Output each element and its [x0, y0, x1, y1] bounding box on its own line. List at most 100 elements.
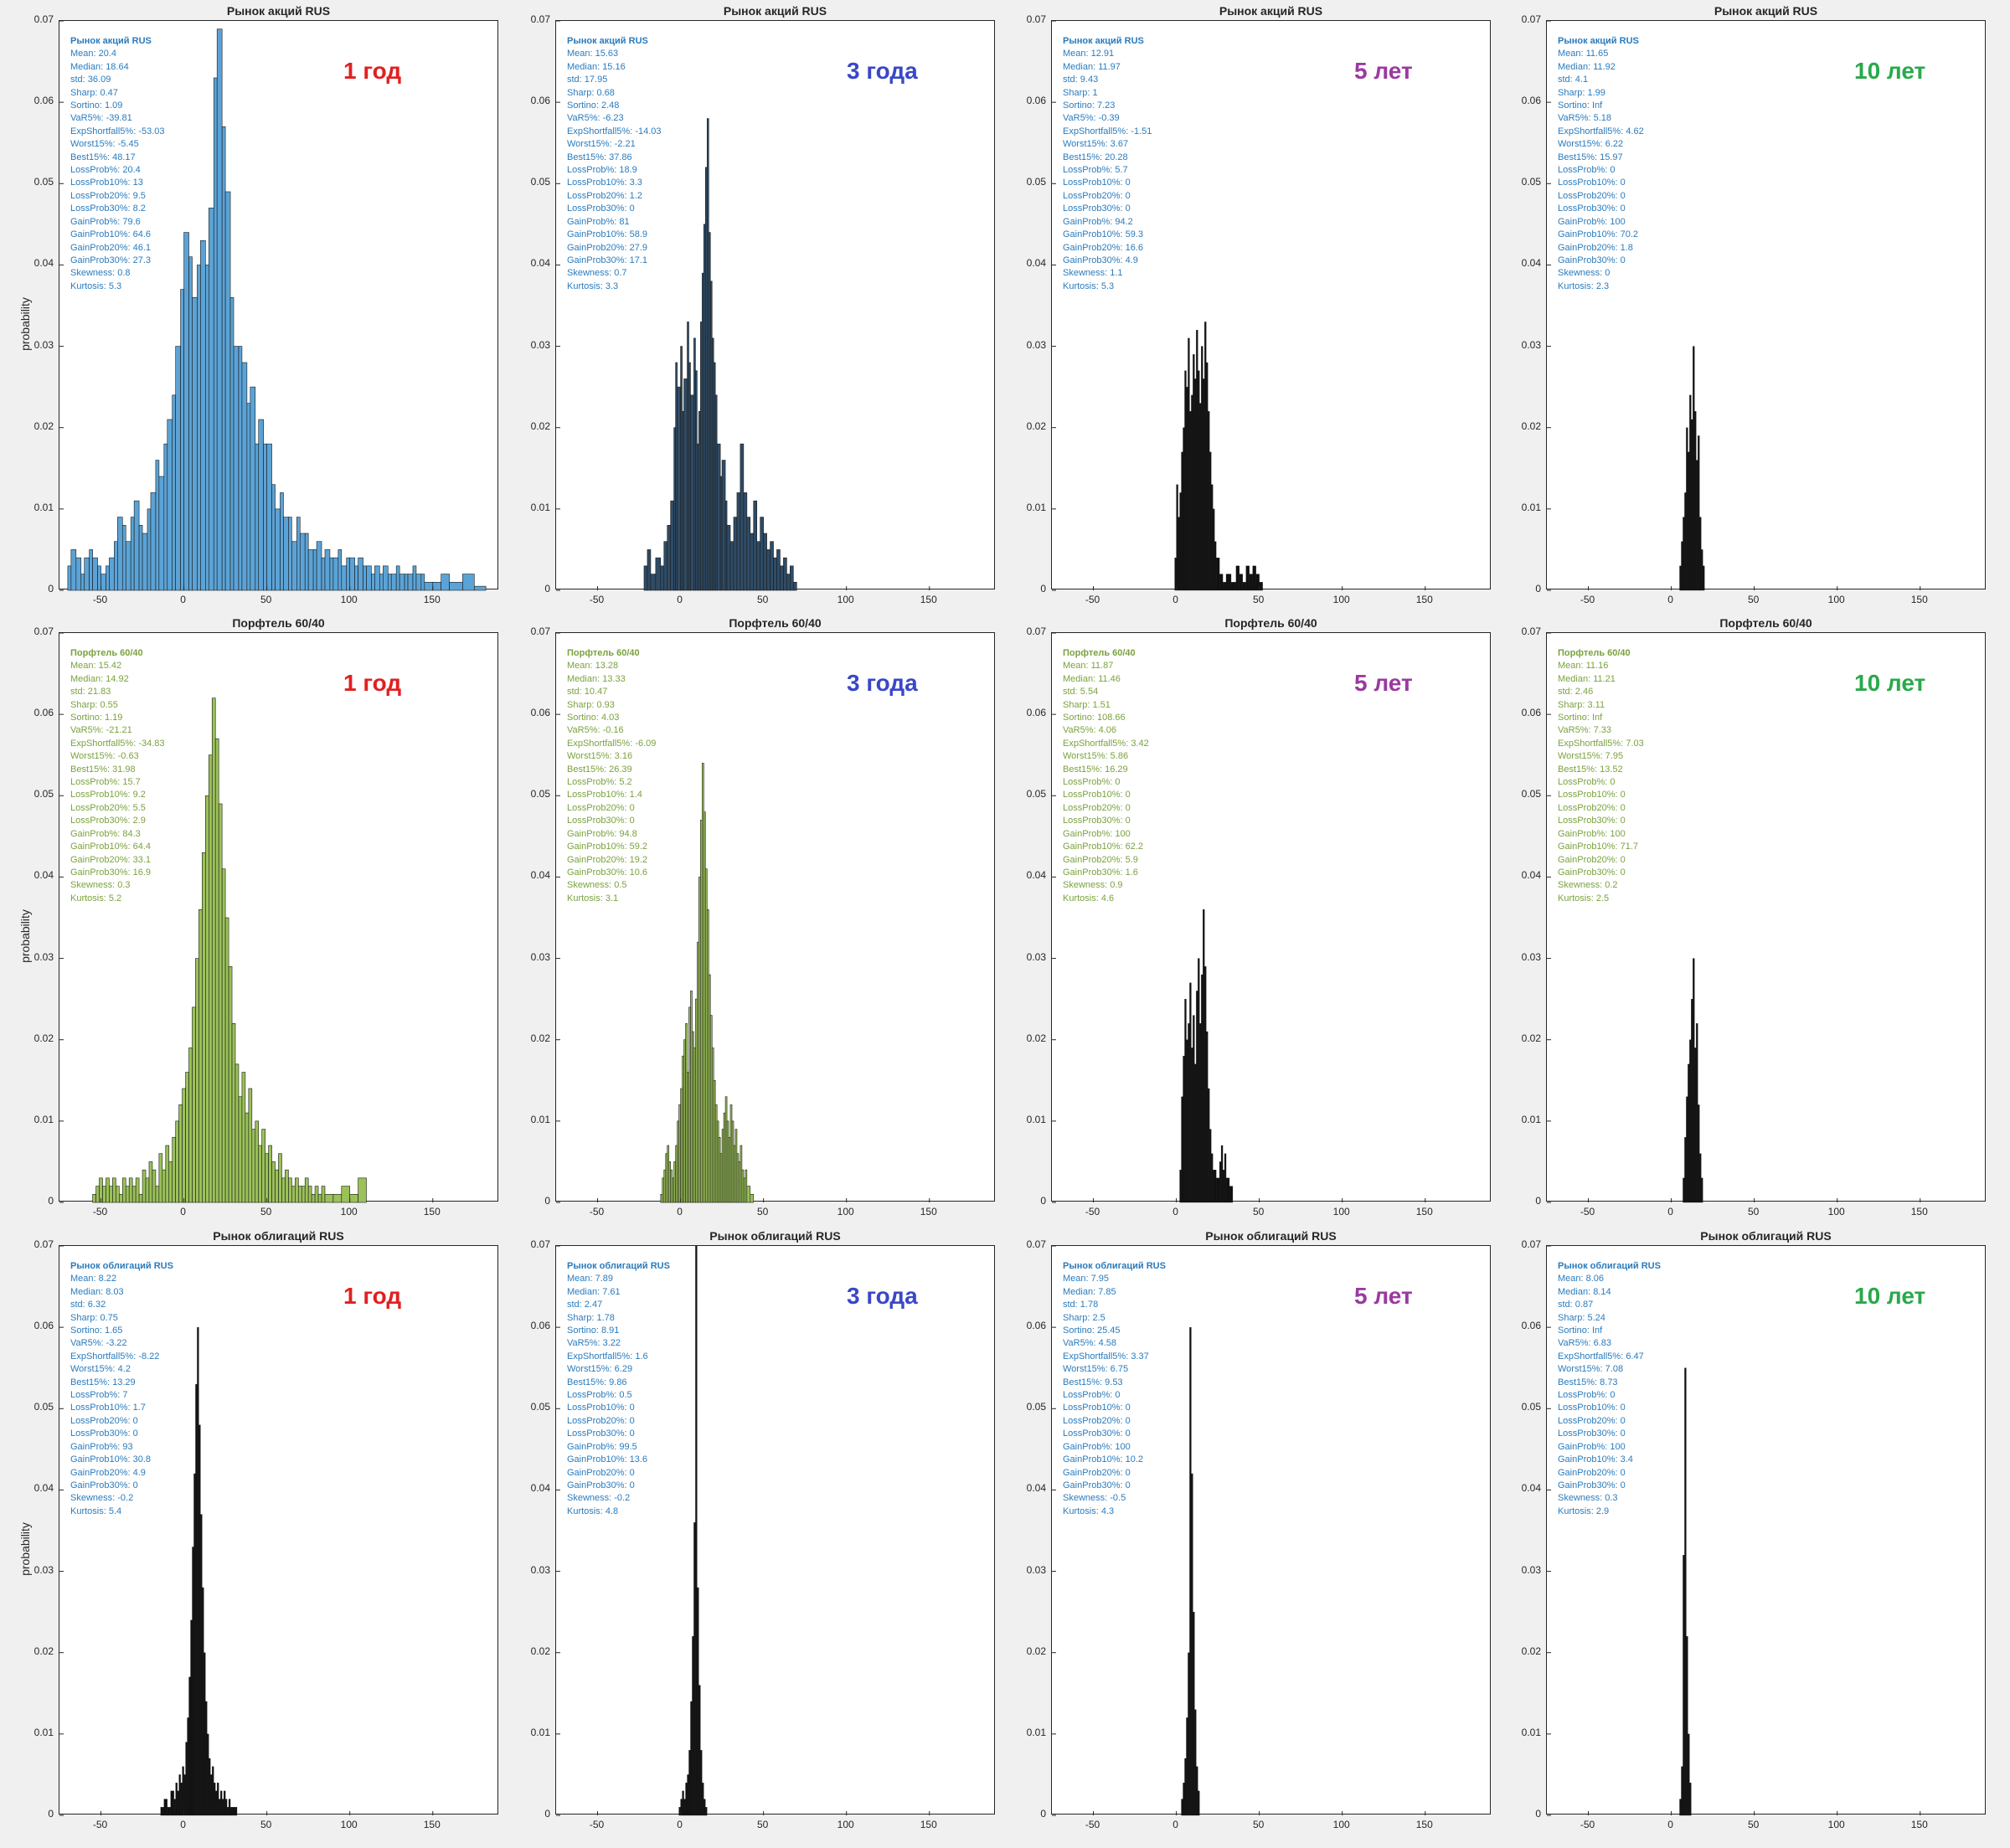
plot-area	[1546, 1245, 1986, 1816]
stats-line: LossProb10%: 13	[70, 178, 143, 188]
histogram-bar	[1211, 1153, 1214, 1203]
histogram-svg	[59, 20, 487, 591]
histogram-bar	[1693, 958, 1695, 1203]
histogram-bar	[131, 1186, 137, 1203]
histogram-bar	[1239, 574, 1243, 591]
histogram-bar	[175, 1120, 179, 1203]
stats-line: LossProb30%: 0	[567, 1428, 635, 1439]
y-tick-label: 0.07	[1521, 1238, 1541, 1250]
x-tick-label: 0	[1172, 1819, 1178, 1830]
histogram-bar	[228, 965, 233, 1203]
x-tick-label: 150	[1910, 1206, 1928, 1217]
chart-title: Рынок акций RUS	[723, 4, 827, 18]
histogram-bar	[783, 557, 787, 591]
histogram-bar	[205, 1701, 208, 1816]
histogram-svg	[556, 632, 930, 1203]
y-tick-label: 0.01	[1026, 501, 1046, 513]
histogram-bar	[697, 1587, 699, 1816]
histogram-bar	[106, 565, 110, 591]
histogram-bar	[172, 394, 176, 591]
y-tick-label: 0.03	[1026, 338, 1046, 351]
histogram-bar	[268, 1145, 272, 1203]
stats-line: Mean: 7.95	[1063, 1274, 1110, 1284]
histogram-bar	[133, 500, 140, 591]
stats-line: GainProb%: 79.6	[70, 216, 141, 227]
y-tick-label: 0.04	[1521, 257, 1541, 270]
x-tick-label: 50	[1747, 594, 1760, 605]
stats-line: LossProb30%: 0	[70, 1428, 138, 1439]
stats-line: Sharp: 0.93	[567, 699, 615, 710]
stats-line: Skewness: -0.2	[70, 1493, 134, 1504]
histogram-bar	[773, 557, 777, 591]
stats-line: Worst15%: 3.67	[1063, 139, 1129, 150]
stats-line: GainProb20%: 0	[1558, 1467, 1626, 1478]
histogram-bar	[1184, 1758, 1187, 1816]
y-tick-label: 0.06	[1026, 707, 1046, 719]
stats-line: LossProb%: 0	[1063, 777, 1121, 788]
chart-title: Рынок акций RUS	[1714, 4, 1818, 18]
stats-line: ExpShortfall5%: -8.22	[70, 1351, 160, 1362]
y-tick-label: 0.03	[34, 1563, 54, 1576]
y-tick-label: 0.06	[1521, 95, 1541, 107]
stats-line: Skewness: 0.3	[70, 880, 131, 891]
stats-line: std: 17.95	[567, 75, 608, 85]
histogram-bar	[346, 557, 350, 591]
stats-line: Mean: 8.22	[70, 1274, 117, 1284]
histogram-bar	[1698, 435, 1700, 591]
stats-line: Sharp: 0.75	[70, 1312, 118, 1323]
y-tick-label: 0	[1040, 1195, 1046, 1207]
stats-line: GainProb10%: 3.4	[1558, 1454, 1633, 1465]
histogram-bar	[296, 517, 301, 591]
histogram-bar	[1242, 582, 1246, 591]
stats-line: Best15%: 48.17	[70, 152, 136, 162]
period-label: 10 лет	[1854, 1283, 1926, 1309]
histogram-bar	[178, 1774, 181, 1816]
histogram-bar	[704, 1799, 706, 1816]
y-tick-label: 0	[48, 1808, 54, 1820]
histogram-bar	[1196, 329, 1198, 591]
stats-line: LossProb20%: 0	[567, 1415, 635, 1426]
histogram-bar	[231, 1022, 236, 1203]
histogram-bar	[354, 565, 358, 591]
histogram-bar	[241, 1072, 246, 1203]
histogram-bar	[1183, 1055, 1185, 1203]
histogram-bar	[750, 533, 755, 591]
x-tick-label: 0	[180, 1819, 186, 1830]
histogram-bar	[119, 1193, 123, 1203]
stats-line: Mean: 11.87	[1063, 661, 1114, 672]
y-tick-label: 0.04	[34, 869, 54, 882]
histogram-bar	[786, 574, 791, 591]
histogram-bar	[756, 541, 760, 591]
stats-textbox: Порфтель 60/40 Mean: 13.28 Median: 13.33 st…	[567, 647, 656, 905]
histogram-bar	[209, 1758, 211, 1816]
histogram-bar	[1181, 1799, 1183, 1816]
histogram-bar	[280, 492, 284, 591]
histogram-bar	[760, 517, 764, 591]
y-tick-label: 0.03	[34, 338, 54, 351]
histogram-bar	[188, 256, 193, 591]
stats-line: Best15%: 9.53	[1063, 1377, 1123, 1387]
stats-line: GainProb%: 81	[567, 216, 630, 227]
histogram-bar	[349, 1193, 358, 1203]
histogram-bar	[213, 77, 218, 591]
histogram-bar	[95, 1186, 100, 1203]
y-tick-label: 0.06	[530, 707, 550, 719]
histogram-bar	[399, 574, 405, 591]
stats-line: LossProb30%: 0	[1558, 203, 1626, 214]
y-tick-label: 0.03	[1521, 338, 1541, 351]
histogram-bar	[185, 1072, 189, 1203]
histogram-bar	[1181, 1096, 1183, 1203]
x-tick-label: -50	[1085, 1206, 1100, 1217]
stats-line: Kurtosis: 2.3	[1558, 281, 1610, 291]
stats-line: Worst15%: -2.21	[567, 139, 636, 150]
stats-line: Sharp: 1	[1063, 87, 1098, 98]
stats-line: std: 0.87	[1558, 1300, 1594, 1310]
y-tick-label: 0.06	[34, 95, 54, 107]
stats-line: LossProb30%: 0	[1063, 203, 1131, 214]
histogram-bar	[670, 500, 674, 591]
histogram-bar	[383, 565, 389, 591]
histogram-bar	[210, 1774, 213, 1816]
histogram-svg	[59, 1245, 434, 1816]
x-tick-label: 100	[340, 594, 358, 605]
y-tick-label: 0.04	[530, 257, 550, 270]
